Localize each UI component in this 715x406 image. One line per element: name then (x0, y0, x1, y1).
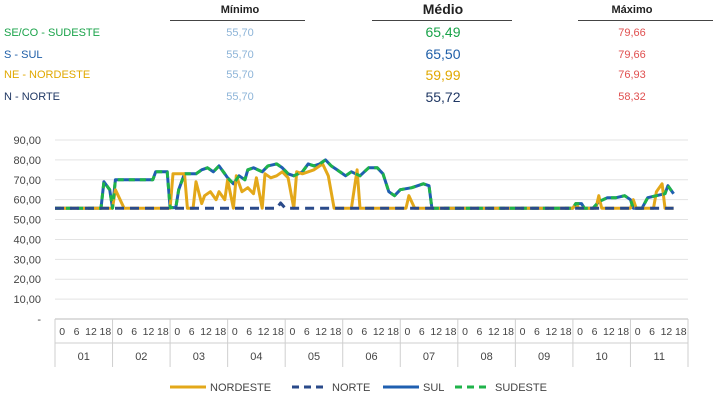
x-hour-label: 18 (502, 326, 514, 338)
row-avg-norte: 55,72 (383, 89, 503, 105)
line-chart: - 10,00 20,00 30,00 40,00 50,00 60,00 70,00 80,0… (0, 116, 715, 406)
header-avg-rule (372, 20, 512, 21)
y-tick-label: 40,00 (13, 234, 41, 246)
x-hour-label: 18 (560, 326, 572, 338)
legend-label-nordeste: NORDESTE (210, 382, 271, 394)
row-label-norte: N - NORTE (4, 91, 60, 103)
x-hour-label: 6 (74, 326, 80, 338)
header-min: Mínimo (190, 4, 290, 16)
x-hour-label: 6 (189, 326, 195, 338)
x-hour-label: 18 (100, 326, 112, 338)
row-label-sul: S - SUL (4, 49, 43, 61)
x-day-label: 01 (78, 351, 90, 363)
row-avg-sudeste: 65,49 (383, 24, 503, 40)
row-min-norte: 55,70 (190, 91, 290, 103)
x-hour-label: 6 (649, 326, 655, 338)
header-max-rule (578, 20, 713, 21)
x-hour-label: 6 (246, 326, 252, 338)
y-tick-label: 30,00 (13, 254, 41, 266)
y-tick-label: - (37, 314, 41, 326)
x-day-label: 03 (193, 351, 205, 363)
x-hour-label: 18 (215, 326, 227, 338)
x-day-label: 04 (250, 351, 262, 363)
x-hour-label: 12 (373, 326, 385, 338)
x-hour-label: 18 (272, 326, 284, 338)
x-hour-label: 18 (445, 326, 457, 338)
header-max: Máximo (572, 4, 692, 16)
row-max-sudeste: 79,66 (572, 27, 692, 39)
x-hour-label: 0 (232, 326, 238, 338)
x-day-label: 08 (480, 351, 492, 363)
x-day-label: 02 (135, 351, 147, 363)
x-hour-label: 0 (520, 326, 526, 338)
row-label-nordeste: NE - NORDESTE (4, 69, 90, 81)
x-hour-label: 6 (131, 326, 137, 338)
x-hour-label: 0 (405, 326, 411, 338)
x-hour-label: 12 (200, 326, 212, 338)
row-max-nordeste: 76,93 (572, 69, 692, 81)
y-tick-label: 90,00 (13, 135, 41, 147)
x-day-label: 11 (654, 351, 665, 363)
x-hour-label: 12 (661, 326, 673, 338)
x-hour-label: 12 (143, 326, 155, 338)
x-hour-label: 6 (419, 326, 425, 338)
x-day-label: 05 (308, 351, 320, 363)
x-day-label: 07 (423, 351, 435, 363)
x-day-label: 06 (365, 351, 377, 363)
y-tick-label: 80,00 (13, 155, 41, 167)
series-line-sudeste (55, 160, 674, 208)
y-tick-label: 20,00 (13, 274, 41, 286)
x-hour-label: 0 (347, 326, 353, 338)
x-hour-label: 6 (534, 326, 540, 338)
y-tick-label: 50,00 (13, 215, 41, 227)
x-hour-label: 6 (476, 326, 482, 338)
x-hour-label: 6 (592, 326, 598, 338)
x-hour-label: 18 (617, 326, 629, 338)
y-tick-label: 60,00 (13, 195, 41, 207)
x-day-label: 09 (538, 351, 550, 363)
x-hour-label: 12 (430, 326, 442, 338)
x-day-label: 10 (596, 351, 608, 363)
x-hour-label: 12 (603, 326, 615, 338)
x-hour-label: 12 (258, 326, 270, 338)
x-hour-label: 0 (577, 326, 583, 338)
x-hour-label: 18 (330, 326, 342, 338)
legend-label-norte: NORTE (332, 382, 370, 394)
x-hour-label: 18 (675, 326, 687, 338)
x-hour-label: 6 (361, 326, 367, 338)
row-max-sul: 79,66 (572, 49, 692, 61)
row-avg-sul: 65,50 (383, 46, 503, 62)
header-min-rule (170, 20, 305, 21)
legend-label-sul: SUL (423, 382, 444, 394)
x-hour-label: 0 (462, 326, 468, 338)
x-hour-label: 18 (387, 326, 399, 338)
y-tick-label: 10,00 (13, 294, 41, 306)
series-line-sul (55, 160, 674, 208)
x-hour-label: 0 (635, 326, 641, 338)
x-hour-label: 18 (157, 326, 169, 338)
y-tick-label: 70,00 (13, 175, 41, 187)
row-label-sudeste: SE/CO - SUDESTE (4, 27, 100, 39)
x-hour-label: 0 (289, 326, 295, 338)
x-hour-label: 12 (545, 326, 557, 338)
x-hour-label: 0 (174, 326, 180, 338)
row-min-sudeste: 55,70 (190, 27, 290, 39)
header-avg: Médio (383, 1, 503, 17)
summary-table: Mínimo Médio Máximo SE/CO - SUDESTE 55,7… (0, 0, 715, 110)
x-hour-label: 0 (59, 326, 65, 338)
row-avg-nordeste: 59,99 (383, 67, 503, 83)
x-hour-label: 12 (315, 326, 327, 338)
row-min-nordeste: 55,70 (190, 69, 290, 81)
row-max-norte: 58,32 (572, 91, 692, 103)
x-hour-label: 12 (85, 326, 97, 338)
row-min-sul: 55,70 (190, 49, 290, 61)
x-hour-label: 0 (117, 326, 123, 338)
x-hour-label: 12 (488, 326, 500, 338)
legend-label-sudeste: SUDESTE (495, 382, 547, 394)
x-hour-label: 6 (304, 326, 310, 338)
